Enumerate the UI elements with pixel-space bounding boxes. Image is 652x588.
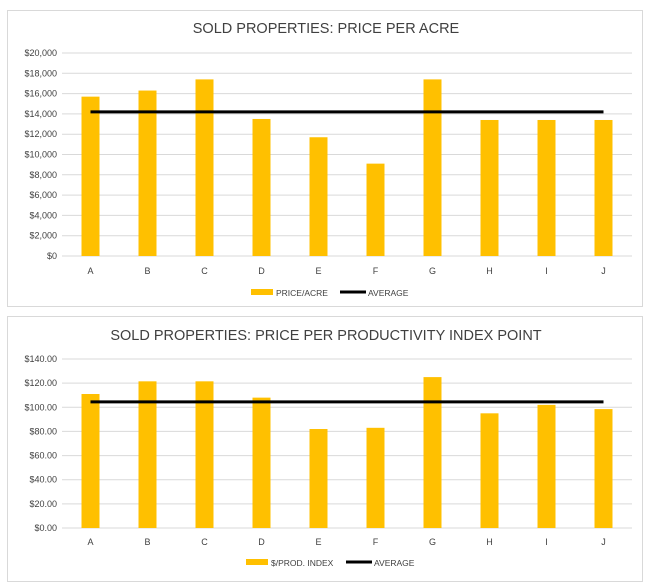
legend-swatch-bar	[246, 559, 268, 565]
x-tick-label: A	[87, 266, 93, 276]
y-tick-label: $10,000	[24, 150, 57, 160]
legend: PRICE/ACRE AVERAGE	[251, 288, 409, 298]
chart-price-per-productivity-index-svg: SOLD PROPERTIES: PRICE PER PRODUCTIVITY …	[24, 328, 632, 568]
y-tick-label: $18,000	[24, 68, 57, 78]
y-tick-label: $80.00	[29, 426, 57, 436]
x-tick-label: E	[315, 537, 321, 547]
x-tick-label: H	[486, 266, 493, 276]
bar-b	[138, 381, 157, 528]
y-tick-label: $4,000	[29, 210, 57, 220]
x-tick-label: C	[201, 266, 208, 276]
bar-g	[423, 79, 442, 256]
y-tick-label: $14,000	[24, 109, 57, 119]
x-tick-label: D	[258, 537, 265, 547]
chart-title: SOLD PROPERTIES: PRICE PER PRODUCTIVITY …	[110, 328, 541, 344]
x-tick-label: F	[373, 266, 379, 276]
bar-h	[480, 413, 499, 528]
y-tick-label: $0.00	[34, 523, 57, 533]
bar-c	[195, 79, 214, 256]
x-tick-label: I	[545, 266, 548, 276]
x-tick-label: C	[201, 537, 208, 547]
x-tick-label: J	[601, 266, 606, 276]
chart-price-per-productivity-index: SOLD PROPERTIES: PRICE PER PRODUCTIVITY …	[7, 316, 643, 582]
bar-h	[480, 119, 499, 257]
x-tick-label: E	[315, 266, 321, 276]
legend-label-average: AVERAGE	[374, 558, 415, 568]
y-tick-label: $140.00	[24, 354, 57, 364]
chart-price-per-acre: SOLD PROPERTIES: PRICE PER ACRE $0 $2,000…	[7, 10, 643, 307]
bar-a	[81, 394, 100, 528]
y-tick-label: $12,000	[24, 129, 57, 139]
bar-c	[195, 381, 214, 528]
y-tick-label: $8,000	[29, 170, 57, 180]
y-tick-label: $40.00	[29, 475, 57, 485]
legend-swatch-bar	[251, 289, 273, 295]
bar-i	[537, 404, 556, 528]
x-tick-label: A	[87, 537, 93, 547]
y-tick-label: $60.00	[29, 451, 57, 461]
bar-d	[252, 118, 271, 256]
chart-title: SOLD PROPERTIES: PRICE PER ACRE	[193, 21, 460, 37]
x-tick-label: H	[486, 537, 493, 547]
legend: $/PROD. INDEX AVERAGE	[246, 558, 415, 568]
bar-f	[366, 163, 385, 256]
chart-price-per-acre-svg: SOLD PROPERTIES: PRICE PER ACRE $0 $2,000…	[24, 21, 632, 298]
bar-e	[309, 137, 328, 256]
bar-j	[594, 119, 613, 257]
bar-d	[252, 397, 271, 528]
y-tick-label: $20.00	[29, 499, 57, 509]
legend-label-bar: PRICE/ACRE	[276, 288, 328, 298]
bar-i	[537, 119, 556, 257]
legend-label-average: AVERAGE	[368, 288, 409, 298]
x-tick-label: B	[144, 266, 150, 276]
x-tick-label: G	[429, 537, 436, 547]
bar-b	[138, 90, 157, 257]
bar-g	[423, 377, 442, 528]
legend-label-bar: $/PROD. INDEX	[271, 558, 334, 568]
y-tick-label: $2,000	[29, 231, 57, 241]
y-tick-label: $20,000	[24, 48, 57, 58]
x-tick-label: B	[144, 537, 150, 547]
bar-j	[594, 409, 613, 528]
bar-a	[81, 96, 100, 257]
y-tick-label: $6,000	[29, 190, 57, 200]
y-tick-label: $100.00	[24, 402, 57, 412]
y-tick-label: $120.00	[24, 378, 57, 388]
x-tick-label: D	[258, 266, 265, 276]
x-tick-label: G	[429, 266, 436, 276]
bar-e	[309, 429, 328, 528]
x-tick-label: F	[373, 537, 379, 547]
y-tick-label: $0	[47, 251, 57, 261]
x-tick-label: I	[545, 537, 548, 547]
bar-f	[366, 427, 385, 528]
y-tick-label: $16,000	[24, 89, 57, 99]
x-tick-label: J	[601, 537, 606, 547]
